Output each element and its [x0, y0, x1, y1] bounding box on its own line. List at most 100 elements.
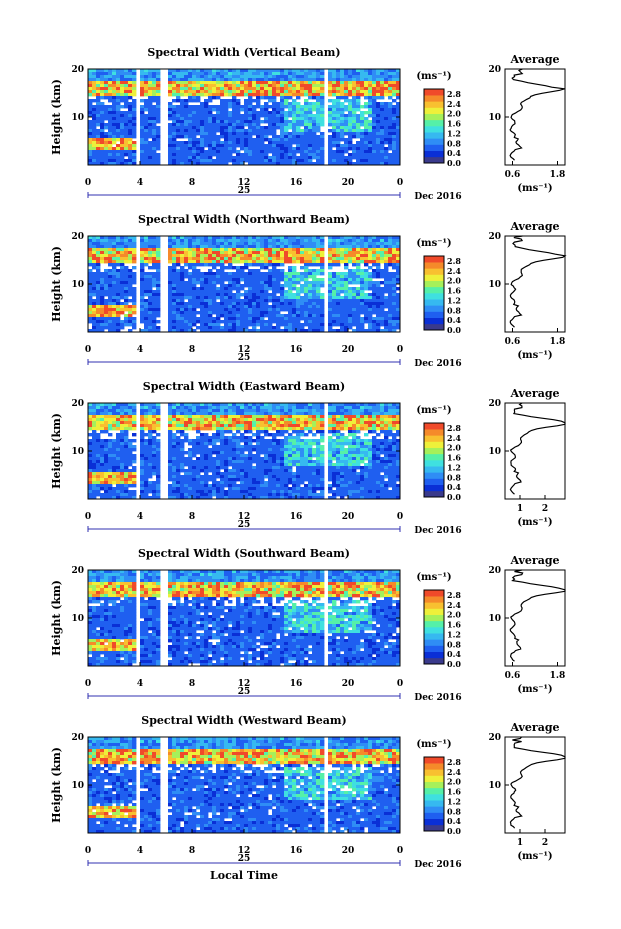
heatmap-cell — [376, 156, 380, 159]
heatmap-cell — [196, 129, 200, 132]
heatmap-cell — [140, 308, 144, 311]
heatmap-cell — [220, 257, 224, 260]
heatmap-cell — [140, 314, 144, 317]
heatmap-cell — [212, 117, 216, 120]
heatmap-cell — [320, 236, 324, 239]
heatmap-cell — [368, 239, 372, 242]
heatmap-cell — [268, 132, 272, 135]
heatmap-cell — [312, 144, 316, 147]
heatmap-cell — [284, 284, 288, 287]
heatmap-cell — [124, 245, 128, 248]
colorbar-swatch — [424, 324, 444, 330]
heatmap-cell — [316, 248, 320, 251]
heatmap-cell — [92, 403, 96, 406]
heatmap-cell — [348, 251, 352, 254]
heatmap-cell — [88, 472, 92, 475]
heatmap-cell — [264, 111, 268, 114]
heatmap-cell — [112, 141, 116, 144]
heatmap-cell — [116, 472, 120, 475]
heatmap-cell — [204, 138, 208, 141]
heatmap-cell — [144, 263, 148, 266]
heatmap-cell — [348, 153, 352, 156]
heatmap-cell — [104, 117, 108, 120]
heatmap-cell — [188, 147, 192, 150]
heatmap-cell — [88, 269, 92, 272]
heatmap-cell — [184, 323, 188, 326]
heatmap-cell — [192, 317, 196, 320]
heatmap-cell — [96, 248, 100, 251]
heatmap-cell — [104, 105, 108, 108]
heatmap-cell — [368, 147, 372, 150]
heatmap-cell — [180, 117, 184, 120]
heatmap-cell — [328, 299, 332, 302]
heatmap-cell — [392, 281, 396, 284]
heatmap-cell — [380, 69, 384, 72]
heatmap-cell — [256, 132, 260, 135]
x-tick-label: 4 — [137, 178, 143, 188]
heatmap-cell — [292, 78, 296, 81]
heatmap-cell — [312, 314, 316, 317]
heatmap-cell — [196, 114, 200, 117]
heatmap-cell — [260, 75, 264, 78]
heatmap-cell — [272, 254, 276, 257]
heatmap-cell — [128, 129, 132, 132]
heatmap-cell — [232, 293, 236, 296]
heatmap-cell — [128, 293, 132, 296]
heatmap-cell — [344, 147, 348, 150]
heatmap-cell — [284, 150, 288, 153]
heatmap-cell — [388, 314, 392, 317]
heatmap-cell — [388, 96, 392, 99]
heatmap-cell — [292, 117, 296, 120]
heatmap-cell — [288, 120, 292, 123]
heatmap-cell — [88, 81, 92, 84]
heatmap-cell — [368, 78, 372, 81]
heatmap-cell — [376, 239, 380, 242]
heatmap-cell — [368, 326, 372, 329]
heatmap-cell — [116, 439, 120, 442]
heatmap-cell — [228, 302, 232, 305]
heatmap-cell — [88, 412, 92, 415]
heatmap-cell — [152, 406, 156, 409]
heatmap-cell — [152, 257, 156, 260]
heatmap-cell — [112, 403, 116, 406]
heatmap-cell — [260, 159, 264, 162]
heatmap-cell — [276, 323, 280, 326]
heatmap-cell — [272, 135, 276, 138]
heatmap-cell — [192, 90, 196, 93]
heatmap-cell — [372, 75, 376, 78]
heatmap-cell — [380, 114, 384, 117]
heatmap-cell — [108, 317, 112, 320]
heatmap-cell — [376, 311, 380, 314]
heatmap-cell — [148, 135, 152, 138]
heatmap-cell — [180, 81, 184, 84]
heatmap-cell — [144, 314, 148, 317]
heatmap-cell — [384, 281, 388, 284]
heatmap-cell — [312, 102, 316, 105]
heatmap-cell — [312, 156, 316, 159]
heatmap-cell — [284, 326, 288, 329]
heatmap-cell — [220, 275, 224, 278]
heatmap-cell — [100, 475, 104, 478]
heatmap-cell — [364, 311, 368, 314]
heatmap-cell — [168, 242, 172, 245]
heatmap-cell — [140, 320, 144, 323]
heatmap-cell — [232, 96, 236, 99]
heatmap-cell — [236, 317, 240, 320]
heatmap-cell — [140, 126, 144, 129]
heatmap-cell — [208, 254, 212, 257]
heatmap-cell — [220, 302, 224, 305]
heatmap-cell — [148, 454, 152, 457]
heatmap-cell — [124, 269, 128, 272]
heatmap-cell — [252, 299, 256, 302]
heatmap-cell — [252, 120, 256, 123]
heatmap-cell — [100, 126, 104, 129]
heatmap-cell — [272, 305, 276, 308]
heatmap-cell — [356, 236, 360, 239]
heatmap-cell — [132, 248, 136, 251]
heatmap-cell — [268, 275, 272, 278]
heatmap-cell — [88, 75, 92, 78]
heatmap-cell — [236, 102, 240, 105]
heatmap-cell — [100, 96, 104, 99]
heatmap-cell — [216, 236, 220, 239]
heatmap-cell — [148, 314, 152, 317]
